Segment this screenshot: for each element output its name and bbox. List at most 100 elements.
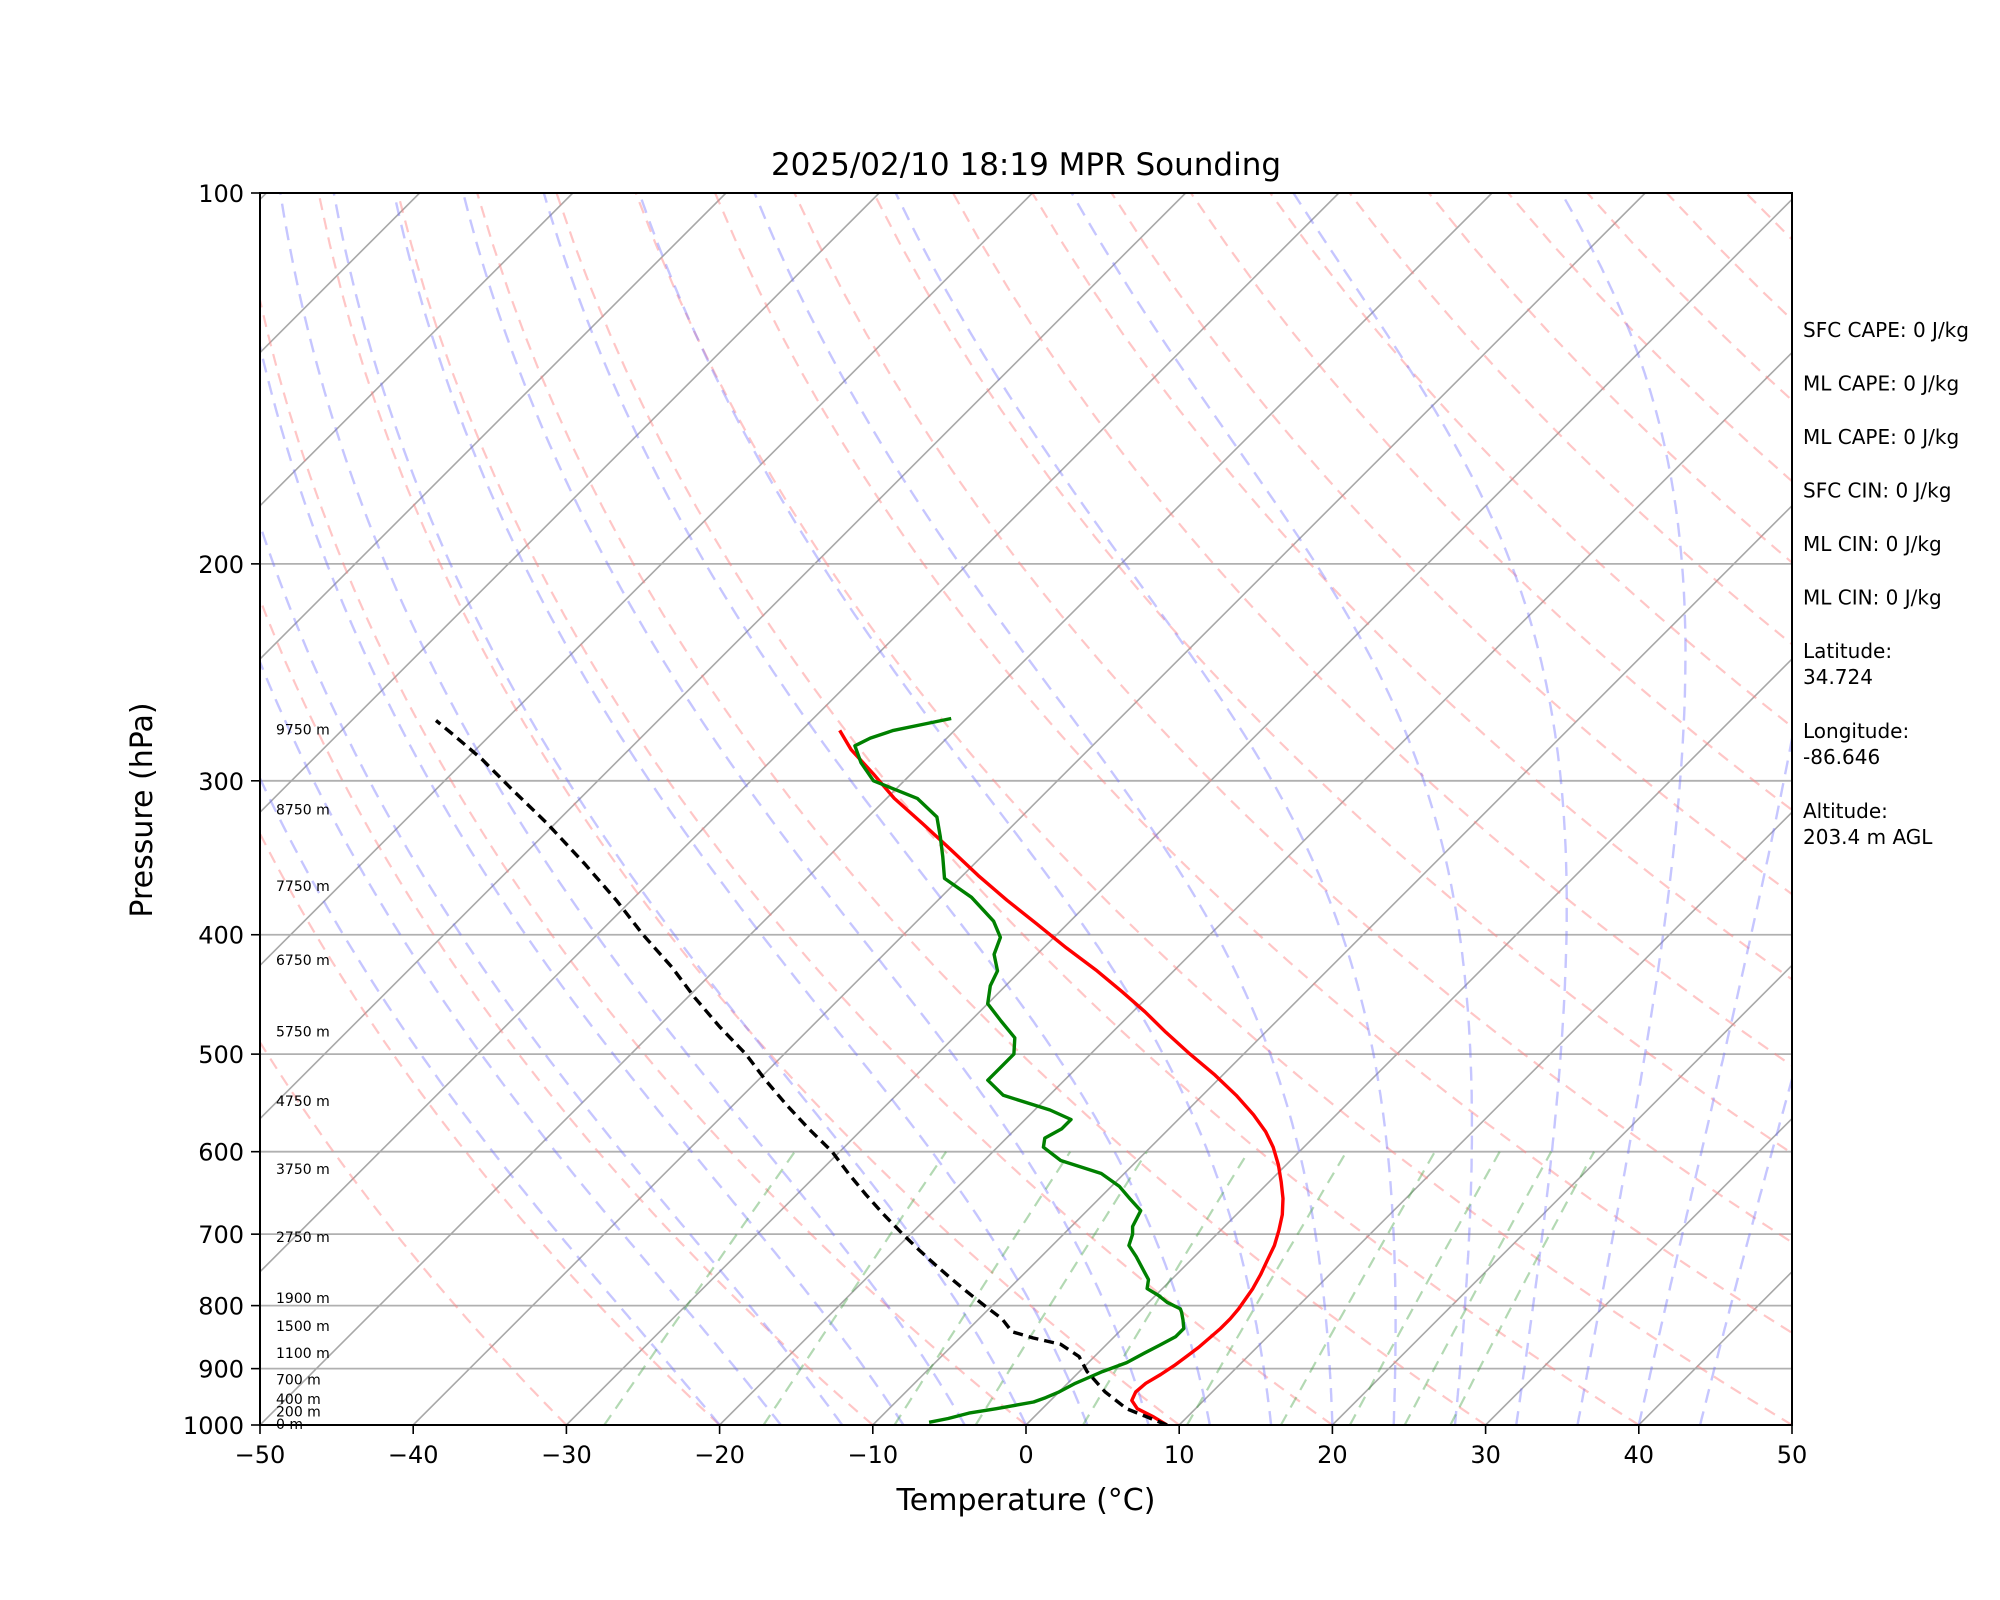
- x-axis-title: Temperature (°C): [896, 1483, 1156, 1518]
- dewpoint-line: [853, 716, 1186, 1424]
- stat-label: Longitude:: [1803, 719, 1909, 743]
- moist-adiabat-line: [332, 193, 1028, 1425]
- x-tick-label: −50: [235, 1441, 286, 1469]
- x-tick-label: −40: [388, 1441, 439, 1469]
- isotherm-line: [260, 193, 574, 507]
- dry-adiabat-line: [396, 193, 1334, 1425]
- height-label: 400 m: [276, 1392, 321, 1408]
- parcel-profile-line: [434, 719, 1168, 1425]
- height-label: 8750 m: [276, 802, 330, 818]
- isotherm-line: [0, 193, 113, 1425]
- mixing-ratio-line: [1403, 1151, 1553, 1425]
- height-label: 200 m: [276, 1405, 321, 1421]
- mixing-ratio-line: [1279, 1151, 1436, 1425]
- stat-value: 203.4 m AGL: [1803, 825, 1933, 849]
- moist-adiabat-line: [894, 193, 1397, 1425]
- x-tick-label: 0: [1018, 1441, 1033, 1469]
- isotherm-line: [260, 193, 1340, 1273]
- isotherm-line: [1331, 964, 1792, 1425]
- stat-label: ML CAPE: 0 J/kg: [1803, 372, 1959, 396]
- x-tick-label: 20: [1317, 1441, 1348, 1469]
- stat-value: -86.646: [1803, 745, 1880, 769]
- isotherm-line: [260, 193, 1033, 967]
- stat-value: 34.724: [1803, 665, 1873, 689]
- mixing-ratio-line: [974, 1151, 1148, 1425]
- y-tick-label: 800: [198, 1293, 244, 1321]
- dry-adiabat-line: [317, 193, 1180, 1425]
- y-tick-label: 300: [198, 768, 244, 796]
- moist-adiabat-line: [1637, 732, 1792, 1425]
- height-label: 5750 m: [276, 1024, 330, 1040]
- moist-adiabat-line: [753, 193, 1334, 1425]
- moist-adiabat-line: [260, 658, 782, 1425]
- stat-label: Latitude:: [1803, 639, 1892, 663]
- stat-label: SFC CIN: 0 J/kg: [1803, 479, 1951, 503]
- y-tick-label: 1000: [183, 1412, 244, 1440]
- y-axis-title: Pressure (hPa): [125, 702, 160, 917]
- dry-adiabat-line: [634, 193, 1792, 1425]
- mixing-ratio-line: [1348, 1151, 1501, 1425]
- moist-adiabat-line: [1560, 193, 1687, 1425]
- moist-adiabat-line: [392, 193, 1089, 1425]
- x-tick-label: 40: [1624, 1441, 1655, 1469]
- dry-adiabat-line: [476, 193, 1487, 1425]
- x-tick-label: −30: [541, 1441, 592, 1469]
- stat-label: Altitude:: [1803, 799, 1888, 823]
- isotherm-line: [872, 504, 1792, 1425]
- y-tick-label: 100: [198, 180, 244, 208]
- dry-adiabat-line: [260, 295, 1027, 1425]
- stat-label: ML CAPE: 0 J/kg: [1803, 425, 1959, 449]
- x-tick-label: 30: [1470, 1441, 1501, 1469]
- y-tick-label: 900: [198, 1356, 244, 1384]
- series-layer: [434, 716, 1285, 1425]
- height-label: 1500 m: [276, 1319, 330, 1335]
- dry-adiabat-line: [555, 193, 1640, 1425]
- dry-adiabat-line: [714, 193, 1792, 1335]
- height-label: 1900 m: [276, 1291, 330, 1307]
- mixing-ratio-line: [893, 1151, 1072, 1425]
- x-tick-label: 50: [1777, 1441, 1808, 1469]
- height-label: 700 m: [276, 1372, 321, 1388]
- isotherm-line: [1178, 811, 1792, 1425]
- moist-adiabat-line: [1292, 193, 1568, 1425]
- isotherm-line: [1485, 1117, 1792, 1425]
- isotherm-line: [719, 351, 1792, 1425]
- moist-adiabat-line: [260, 341, 905, 1425]
- mixing-ratio-line: [1082, 1151, 1250, 1425]
- background-lines: [0, 193, 1792, 1425]
- x-tick-label: 10: [1164, 1441, 1195, 1469]
- plot-frame: [259, 192, 1793, 1426]
- isotherm-line: [565, 198, 1792, 1425]
- axis-ticks: −50 −40 −30 −20 −10 0 10 20 30 40 50 100 200 300 400 50…: [183, 180, 1807, 1469]
- height-label: 7750 m: [276, 879, 330, 895]
- moist-adiabat-line: [638, 193, 1273, 1425]
- height-label: 2750 m: [276, 1230, 330, 1246]
- height-label: 1100 m: [276, 1346, 330, 1362]
- isotherm-line: [412, 193, 1646, 1425]
- stat-label: SFC CAPE: 0 J/kg: [1803, 318, 1969, 342]
- isotherm-line: [1025, 657, 1792, 1425]
- y-tick-label: 400: [198, 922, 244, 950]
- stats-panel: SFC CAPE: 0 J/kg ML CAPE: 0 J/kg ML CAPE: …: [1803, 318, 1969, 849]
- dry-adiabat-line: [260, 831, 721, 1425]
- height-label: 3750 m: [276, 1162, 330, 1178]
- dry-adiabat-line: [260, 596, 874, 1425]
- mixing-ratio-line: [762, 1151, 948, 1425]
- y-tick-label: 200: [198, 551, 244, 579]
- y-tick-label: 600: [198, 1139, 244, 1167]
- isotherm-line: [260, 193, 1187, 1120]
- stat-label: ML CIN: 0 J/kg: [1803, 586, 1942, 610]
- dry-adiabat-line: [1269, 193, 1792, 729]
- moist-adiabat-line: [462, 193, 1150, 1425]
- moist-adiabat-line: [279, 193, 966, 1425]
- y-tick-label: 500: [198, 1041, 244, 1069]
- isotherm-line: [260, 193, 727, 661]
- height-label: 6750 m: [276, 953, 330, 969]
- dry-adiabat-line: [1189, 193, 1792, 812]
- stat-label: ML CIN: 0 J/kg: [1803, 532, 1942, 556]
- moist-adiabat-line: [1698, 1074, 1792, 1425]
- x-tick-label: −20: [694, 1441, 745, 1469]
- chart-title: 2025/02/10 18:19 MPR Sounding: [771, 147, 1281, 183]
